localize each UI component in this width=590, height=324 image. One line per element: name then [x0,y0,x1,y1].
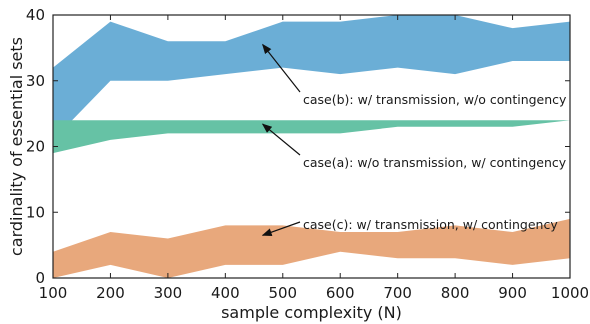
band-series-0 [53,15,570,140]
annotation-label: case(c): w/ transmission, w/ contingency [303,217,558,232]
annotation-arrow [261,123,301,156]
band-series-1 [53,120,570,154]
band-series-2 [53,218,570,278]
x-tick-label: 200 [96,284,125,302]
x-tick-label: 900 [498,284,527,302]
x-tick-label: 500 [268,284,297,302]
x-axis-label: sample complexity (N) [221,303,402,322]
y-axis-label: cardinality of essential sets [7,37,26,256]
y-tick-label: 20 [26,138,45,156]
y-tick-label: 0 [35,269,45,287]
x-tick-label: 300 [154,284,183,302]
ticks: 100 200 300 400 500 600 700 800 900 1000 0 10 20 30 40 [26,6,589,302]
x-tick-label: 600 [326,284,355,302]
x-tick-label: 100 [39,284,68,302]
y-tick-label: 40 [26,6,45,24]
x-tick-label: 1000 [551,284,589,302]
annotations: case(b): w/ transmission, w/o contingenc… [261,43,567,237]
annotation-label: case(b): w/ transmission, w/o contingenc… [303,92,567,107]
x-tick-label: 800 [441,284,470,302]
annotation-arrow [262,43,301,93]
y-tick-label: 30 [26,72,45,90]
y-tick-label: 10 [26,203,45,221]
annotation-label: case(a): w/o transmission, w/ contingenc… [303,155,567,170]
x-tick-label: 400 [211,284,240,302]
x-tick-label: 700 [383,284,412,302]
annotation-arrow [261,221,301,237]
bands [53,15,570,278]
